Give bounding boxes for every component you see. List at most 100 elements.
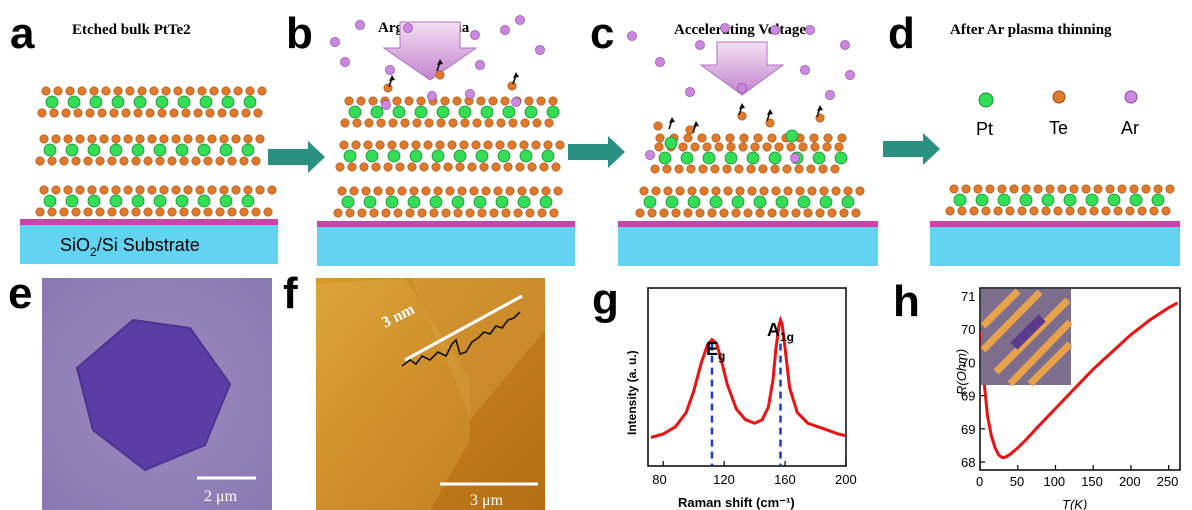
ar-atom bbox=[805, 25, 815, 35]
te-atom bbox=[459, 140, 469, 150]
rt-x-ticks: 0 50 100 150 200 250 bbox=[976, 465, 1178, 489]
te-atom bbox=[99, 134, 109, 144]
te-atom bbox=[843, 186, 853, 196]
te-atom bbox=[131, 156, 141, 166]
te-atom bbox=[61, 108, 71, 118]
te-atom bbox=[143, 207, 153, 217]
te-atom bbox=[855, 186, 865, 196]
panel-label-f: f bbox=[283, 269, 298, 318]
resistance-chart: 0 50 100 150 200 250 68 69 69 70 70 71 R(Ohm) T(K) bbox=[954, 287, 1181, 510]
te-atom bbox=[698, 164, 708, 174]
te-atom bbox=[441, 208, 451, 218]
te-atom bbox=[435, 140, 445, 150]
pt-atom bbox=[219, 194, 233, 208]
pt-atom bbox=[819, 195, 833, 209]
te-atom bbox=[65, 86, 75, 96]
te-atom bbox=[678, 142, 688, 152]
panel-label-a: a bbox=[10, 9, 35, 58]
te-atom bbox=[440, 96, 450, 106]
rt-x-tick-label: 150 bbox=[1081, 474, 1103, 489]
pt-atom bbox=[153, 194, 167, 208]
te-atom bbox=[257, 86, 267, 96]
te-atom bbox=[782, 164, 792, 174]
te-atom bbox=[53, 86, 63, 96]
pt-atom bbox=[724, 151, 738, 165]
pt-atom bbox=[431, 149, 445, 163]
te-atom bbox=[537, 208, 547, 218]
te-atom bbox=[779, 208, 789, 218]
panel-label-e: e bbox=[8, 269, 33, 318]
te-atom bbox=[493, 186, 503, 196]
te-atom bbox=[71, 156, 81, 166]
te-atom bbox=[541, 186, 551, 196]
te-atom bbox=[47, 207, 57, 217]
te-atom bbox=[400, 118, 410, 128]
te-atom bbox=[823, 133, 833, 143]
te-atom bbox=[171, 185, 181, 195]
te-atom bbox=[519, 140, 529, 150]
te-atom bbox=[1101, 206, 1111, 216]
te-atom bbox=[417, 208, 427, 218]
pt-atom bbox=[175, 194, 189, 208]
te-atom bbox=[1009, 184, 1019, 194]
height-label: 3 nm bbox=[379, 301, 418, 332]
te-atom bbox=[1057, 184, 1067, 194]
te-atom bbox=[373, 186, 383, 196]
pt-atom bbox=[243, 95, 257, 109]
te-atom bbox=[39, 185, 49, 195]
te-atom bbox=[774, 142, 784, 152]
te-atom bbox=[368, 96, 378, 106]
te-atom bbox=[87, 185, 97, 195]
substrate-d bbox=[930, 221, 1180, 266]
ar-atom bbox=[737, 83, 747, 93]
te-atom bbox=[359, 162, 369, 172]
te-atom bbox=[231, 185, 241, 195]
pt-atom bbox=[87, 194, 101, 208]
te-atom bbox=[815, 208, 825, 218]
te-atom bbox=[239, 207, 249, 217]
te-atom bbox=[671, 208, 681, 218]
te-atom bbox=[421, 186, 431, 196]
ejection-arrow-head bbox=[513, 72, 519, 78]
te-atom bbox=[385, 186, 395, 196]
pt-atom bbox=[385, 195, 399, 209]
pt-atom bbox=[111, 95, 125, 109]
te-atom bbox=[119, 156, 129, 166]
te-atom bbox=[483, 140, 493, 150]
pt-atom bbox=[131, 194, 145, 208]
te-atom bbox=[159, 185, 169, 195]
te-atom bbox=[167, 156, 177, 166]
te-atom bbox=[369, 208, 379, 218]
te-atom bbox=[169, 108, 179, 118]
te-atom bbox=[455, 162, 465, 172]
te-atom bbox=[1153, 184, 1163, 194]
te-atom bbox=[387, 140, 397, 150]
ar-atom bbox=[381, 100, 391, 110]
te-atom bbox=[481, 186, 491, 196]
te-atom bbox=[531, 140, 541, 150]
pt-atom bbox=[343, 149, 357, 163]
te-atom bbox=[639, 186, 649, 196]
ar-atom bbox=[840, 40, 850, 50]
te-atom bbox=[381, 208, 391, 218]
te-atom bbox=[1149, 206, 1159, 216]
te-atom bbox=[1045, 184, 1055, 194]
te-atom bbox=[447, 140, 457, 150]
te-atom bbox=[674, 164, 684, 174]
ar-atom bbox=[770, 25, 780, 35]
ar-atom bbox=[535, 45, 545, 55]
te-atom bbox=[431, 162, 441, 172]
te-atom bbox=[345, 208, 355, 218]
te-atom bbox=[555, 140, 565, 150]
te-atom bbox=[731, 208, 741, 218]
te-atom bbox=[111, 185, 121, 195]
te-atom bbox=[113, 86, 123, 96]
process-arrow-bc bbox=[568, 136, 625, 168]
te-atom bbox=[794, 164, 804, 174]
te-atom bbox=[83, 156, 93, 166]
resistance-frame bbox=[979, 287, 1181, 471]
te-atom bbox=[347, 162, 357, 172]
ar-atom bbox=[685, 87, 695, 97]
ar-atom bbox=[825, 90, 835, 100]
te-atom bbox=[831, 186, 841, 196]
